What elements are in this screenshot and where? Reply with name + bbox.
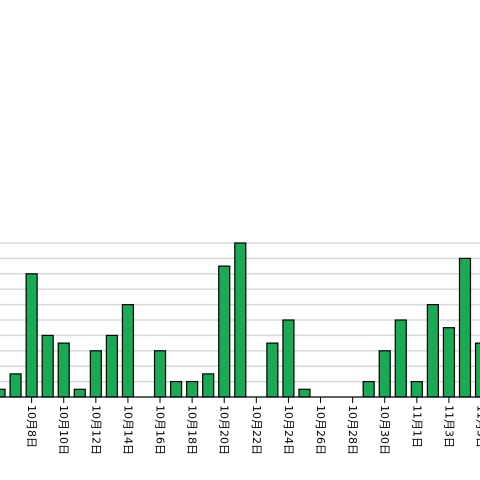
x-tick-label: 10月18日 xyxy=(186,405,199,455)
bar xyxy=(169,381,183,398)
bar xyxy=(73,388,86,398)
bar xyxy=(121,304,135,398)
x-tick-label: 10月22日 xyxy=(250,405,263,455)
bar xyxy=(153,350,167,398)
x-tick-label: 10月26日 xyxy=(314,405,327,455)
x-tick-label: 10月8日 xyxy=(25,405,38,448)
x-tick-label: 11月5日 xyxy=(475,405,480,448)
bars xyxy=(0,242,480,398)
bar xyxy=(57,342,70,398)
bar xyxy=(105,334,118,398)
x-tick-label: 10月10日 xyxy=(57,405,70,455)
bar xyxy=(41,334,54,398)
bar xyxy=(89,350,102,398)
bar xyxy=(0,388,6,398)
x-tick-label: 10月16日 xyxy=(154,405,167,455)
bar xyxy=(362,381,375,398)
x-tick-label: 10月30日 xyxy=(378,405,391,455)
bar xyxy=(9,373,22,398)
bar xyxy=(394,319,407,398)
bar xyxy=(266,342,279,398)
x-tick-label: 10月24日 xyxy=(282,405,295,455)
bar xyxy=(186,381,199,398)
bar xyxy=(378,350,391,398)
x-tick-label: 10月20日 xyxy=(218,405,231,455)
bar xyxy=(234,242,247,398)
bar xyxy=(442,327,456,398)
x-tick-label: 10月12日 xyxy=(89,405,102,455)
bar xyxy=(282,319,295,398)
x-tick-label: 10月28日 xyxy=(346,405,359,455)
bar xyxy=(458,257,472,398)
x-tick-label: 11月1日 xyxy=(410,405,423,448)
x-ticks: 10月8日 10月10日 10月12日 10月14日 10月16日 10月18日 10月20… xyxy=(25,397,480,455)
bar xyxy=(474,342,480,398)
bar xyxy=(298,388,311,398)
bar xyxy=(218,265,231,398)
bar xyxy=(426,304,439,398)
bar xyxy=(25,273,38,398)
bar xyxy=(202,373,215,398)
x-tick-label: 10月14日 xyxy=(121,405,134,455)
bar xyxy=(410,381,423,398)
x-tick-label: 11月3日 xyxy=(442,405,455,448)
